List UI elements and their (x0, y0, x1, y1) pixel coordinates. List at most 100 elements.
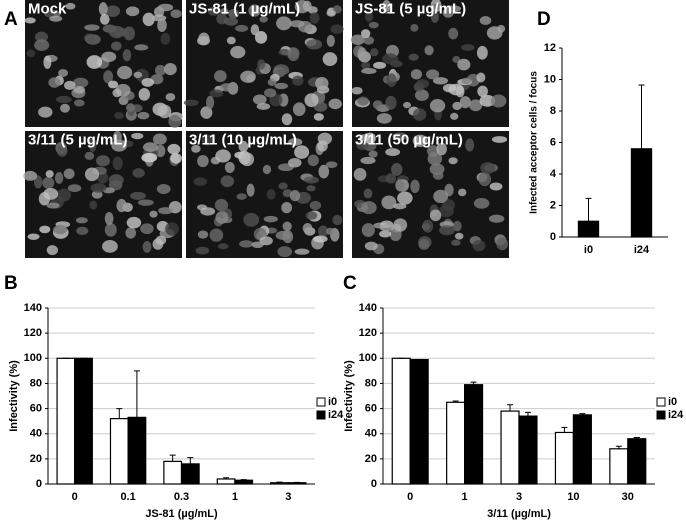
cell (289, 20, 305, 28)
cell (305, 211, 318, 220)
y-tick-label: 20 (30, 453, 42, 465)
cell (252, 94, 267, 105)
cell (58, 69, 69, 77)
y-tick-label: 100 (24, 352, 42, 364)
cell (292, 102, 306, 117)
cell (373, 61, 387, 69)
cell (168, 114, 182, 128)
cell (228, 8, 240, 19)
cell (382, 53, 399, 65)
bar (577, 220, 600, 238)
cell (433, 189, 449, 204)
cell (76, 226, 89, 235)
bar (630, 148, 653, 238)
cell (288, 138, 303, 146)
cell (86, 55, 103, 69)
legend-label: i0 (668, 396, 677, 408)
cell (313, 101, 328, 112)
bar (500, 410, 520, 485)
cell (454, 232, 464, 240)
cell (429, 209, 442, 222)
micrograph (352, 131, 509, 258)
cell (43, 55, 52, 69)
panel-label: C (343, 273, 357, 294)
error-bar (116, 408, 123, 419)
cell (448, 157, 458, 165)
cell (223, 17, 239, 26)
y-tick-label: 0 (36, 478, 42, 490)
cell (461, 77, 472, 85)
cell (73, 86, 85, 94)
cell (353, 168, 367, 181)
cell (157, 104, 172, 119)
cell (73, 99, 85, 107)
cell (103, 70, 114, 84)
y-tick-label: 80 (365, 377, 377, 389)
cell (264, 88, 277, 98)
cell (278, 182, 288, 190)
y-tick-label: 120 (359, 327, 377, 339)
cell (361, 223, 375, 238)
cell (363, 36, 375, 45)
x-tick-label: 30 (622, 491, 634, 503)
cell (157, 18, 167, 33)
cell (414, 89, 429, 101)
cell (361, 29, 371, 39)
cell (361, 61, 371, 70)
cell (130, 191, 146, 200)
cell (256, 102, 271, 110)
error-bar (276, 481, 283, 483)
bar (234, 479, 254, 485)
error-bar (470, 381, 477, 385)
bar (391, 357, 411, 485)
cell (307, 154, 319, 167)
bar (409, 358, 429, 485)
cell (332, 5, 342, 14)
cell (45, 170, 54, 178)
bar (554, 431, 574, 485)
error-bar (169, 454, 176, 462)
y-tick-label: 40 (365, 428, 377, 440)
cell (376, 113, 392, 124)
cell (364, 132, 376, 145)
cell (149, 210, 158, 218)
cell (313, 113, 324, 121)
cell (214, 70, 227, 83)
cell (111, 139, 127, 152)
y-tick-label: 0 (371, 478, 377, 490)
cell (236, 193, 247, 200)
x-tick-label: 0 (72, 491, 78, 503)
cell (370, 48, 379, 57)
cell (328, 98, 342, 110)
cell (430, 10, 439, 23)
cell (183, 99, 199, 106)
x-tick-label: 1 (462, 491, 468, 503)
cell (160, 32, 171, 45)
x-axis-label: JS-81 (µg/mL) (145, 508, 218, 520)
cell (379, 224, 395, 232)
cell (27, 233, 40, 240)
cell (424, 45, 434, 56)
cell (60, 103, 70, 113)
micrograph (186, 131, 343, 258)
image-label: 3/11 (50 µg/mL) (355, 131, 463, 148)
cell (112, 88, 122, 98)
cell (57, 188, 72, 202)
cell (410, 24, 419, 32)
x-tick-label: 1 (232, 491, 238, 503)
cell (56, 145, 68, 157)
cell (361, 201, 377, 215)
bar (56, 357, 76, 485)
error-bar (561, 426, 568, 433)
cell (132, 168, 145, 178)
cell (306, 39, 323, 50)
image-label: JS-81 (5 µg/mL) (355, 0, 466, 17)
cell (45, 11, 55, 18)
cell (326, 10, 336, 17)
cell (164, 62, 177, 76)
cell (469, 99, 483, 112)
error-bar (638, 84, 645, 149)
bar (464, 384, 484, 485)
cell (386, 73, 397, 87)
cell (123, 26, 136, 41)
